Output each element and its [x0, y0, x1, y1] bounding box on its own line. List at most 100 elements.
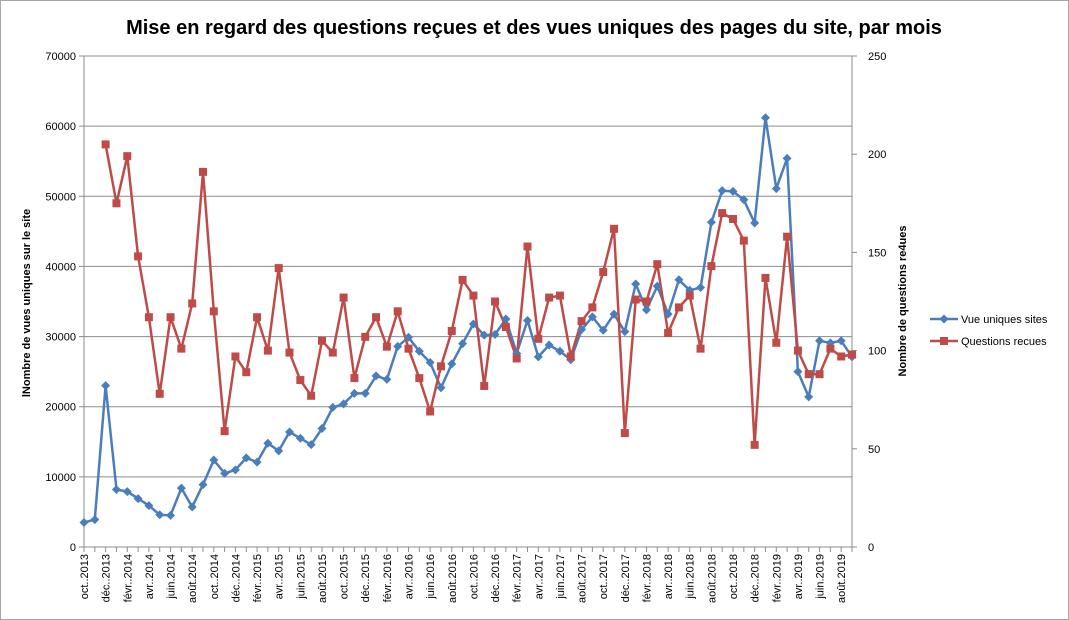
- data-point: [696, 282, 706, 292]
- data-point: [166, 313, 175, 322]
- data-point: [382, 374, 392, 384]
- x-tick-label: oct..2013: [79, 554, 91, 599]
- data-point: [328, 402, 338, 412]
- data-point: [674, 275, 684, 285]
- data-point: [577, 317, 586, 326]
- data-point: [664, 328, 673, 337]
- data-point: [339, 399, 349, 409]
- x-tick-label: oct..2014: [209, 554, 221, 599]
- x-tick-label: févr..2015: [252, 554, 264, 602]
- data-point: [490, 329, 500, 339]
- data-point: [577, 325, 587, 335]
- data-point: [848, 350, 856, 359]
- data-point: [425, 358, 435, 368]
- series-line: [104, 144, 853, 447]
- data-point: [826, 344, 835, 353]
- right-tick-label: 150: [868, 247, 886, 259]
- left-axis-title: lNombre de vues uniques sur le site: [21, 209, 33, 397]
- data-point: [815, 370, 824, 379]
- left-tick-label: 60000: [45, 121, 76, 133]
- data-point: [674, 303, 683, 312]
- data-point: [447, 326, 456, 335]
- data-point: [534, 334, 543, 343]
- data-point: [285, 348, 294, 357]
- data-point: [555, 291, 564, 300]
- data-point: [469, 291, 478, 300]
- data-point: [295, 433, 305, 443]
- x-tick-label: févr..2018: [641, 554, 653, 602]
- data-point: [317, 423, 327, 433]
- data-point: [772, 338, 781, 347]
- x-tick-label: juin.2017: [555, 554, 567, 600]
- x-tick-label: août.2016: [447, 554, 459, 603]
- chart-title: Mise en regard des questions reçues et d…: [126, 17, 942, 39]
- data-point: [404, 332, 414, 342]
- data-point: [111, 484, 121, 494]
- data-point: [382, 342, 391, 351]
- data-point: [144, 501, 154, 511]
- data-point: [306, 440, 316, 450]
- data-point: [393, 307, 402, 316]
- x-tick-label: juin.2019: [815, 554, 827, 600]
- left-tick-label: 50000: [45, 191, 76, 203]
- data-point: [783, 232, 792, 241]
- data-point: [782, 153, 792, 163]
- data-point: [761, 273, 770, 282]
- data-point: [739, 236, 748, 245]
- series-lines: [83, 116, 854, 524]
- data-point: [252, 457, 262, 467]
- data-point: [815, 336, 825, 346]
- x-tick-label: juin.2016: [425, 554, 437, 600]
- data-point: [79, 517, 89, 527]
- x-tick-label: oct..2016: [468, 554, 480, 599]
- data-point: [707, 262, 716, 271]
- data-point: [717, 186, 727, 196]
- data-point: [372, 313, 381, 322]
- right-axis-ticks: 0 50 100 150 200 250: [852, 51, 886, 554]
- left-tick-label: 30000: [45, 332, 76, 344]
- data-point: [360, 388, 370, 398]
- data-point: [101, 140, 110, 149]
- data-point: [610, 224, 619, 233]
- data-point: [134, 252, 143, 261]
- data-point: [317, 336, 326, 345]
- data-point: [339, 293, 348, 302]
- x-tick-label: avr..2015: [274, 554, 286, 599]
- left-tick-label: 70000: [45, 51, 76, 63]
- data-point: [836, 336, 846, 346]
- data-point: [620, 429, 629, 438]
- data-point: [706, 217, 716, 227]
- data-point: [90, 515, 100, 525]
- data-point: [133, 494, 143, 504]
- right-tick-label: 250: [868, 51, 886, 63]
- data-point: [544, 340, 554, 350]
- x-tick-label: déc..2018: [750, 554, 762, 602]
- data-point: [750, 440, 759, 449]
- data-point: [718, 209, 727, 218]
- series-line: [83, 116, 854, 524]
- data-point: [187, 502, 197, 512]
- data-point: [522, 315, 532, 325]
- x-tick-label: févr..2014: [122, 554, 134, 602]
- data-point: [685, 291, 694, 300]
- x-tick-label: août.2015: [317, 554, 329, 603]
- x-tick-label: août.2018: [706, 554, 718, 603]
- data-point: [458, 275, 467, 284]
- data-point: [479, 330, 489, 340]
- gridlines: [84, 55, 852, 478]
- data-point: [837, 352, 846, 361]
- data-point: [393, 341, 403, 351]
- x-tick-label: août.2017: [577, 554, 589, 603]
- x-tick-label: avr..2014: [144, 554, 156, 599]
- data-point: [188, 299, 197, 308]
- data-point: [631, 295, 640, 304]
- x-tick-label: févr..2016: [382, 554, 394, 602]
- x-tick-label: août.2019: [836, 554, 848, 603]
- data-point: [253, 313, 262, 322]
- data-point: [415, 374, 424, 383]
- data-point: [285, 427, 295, 437]
- data-point: [555, 346, 565, 356]
- data-point: [587, 312, 597, 322]
- x-tick-label: avr..2018: [663, 554, 675, 599]
- x-tick-label: oct..2015: [339, 554, 351, 599]
